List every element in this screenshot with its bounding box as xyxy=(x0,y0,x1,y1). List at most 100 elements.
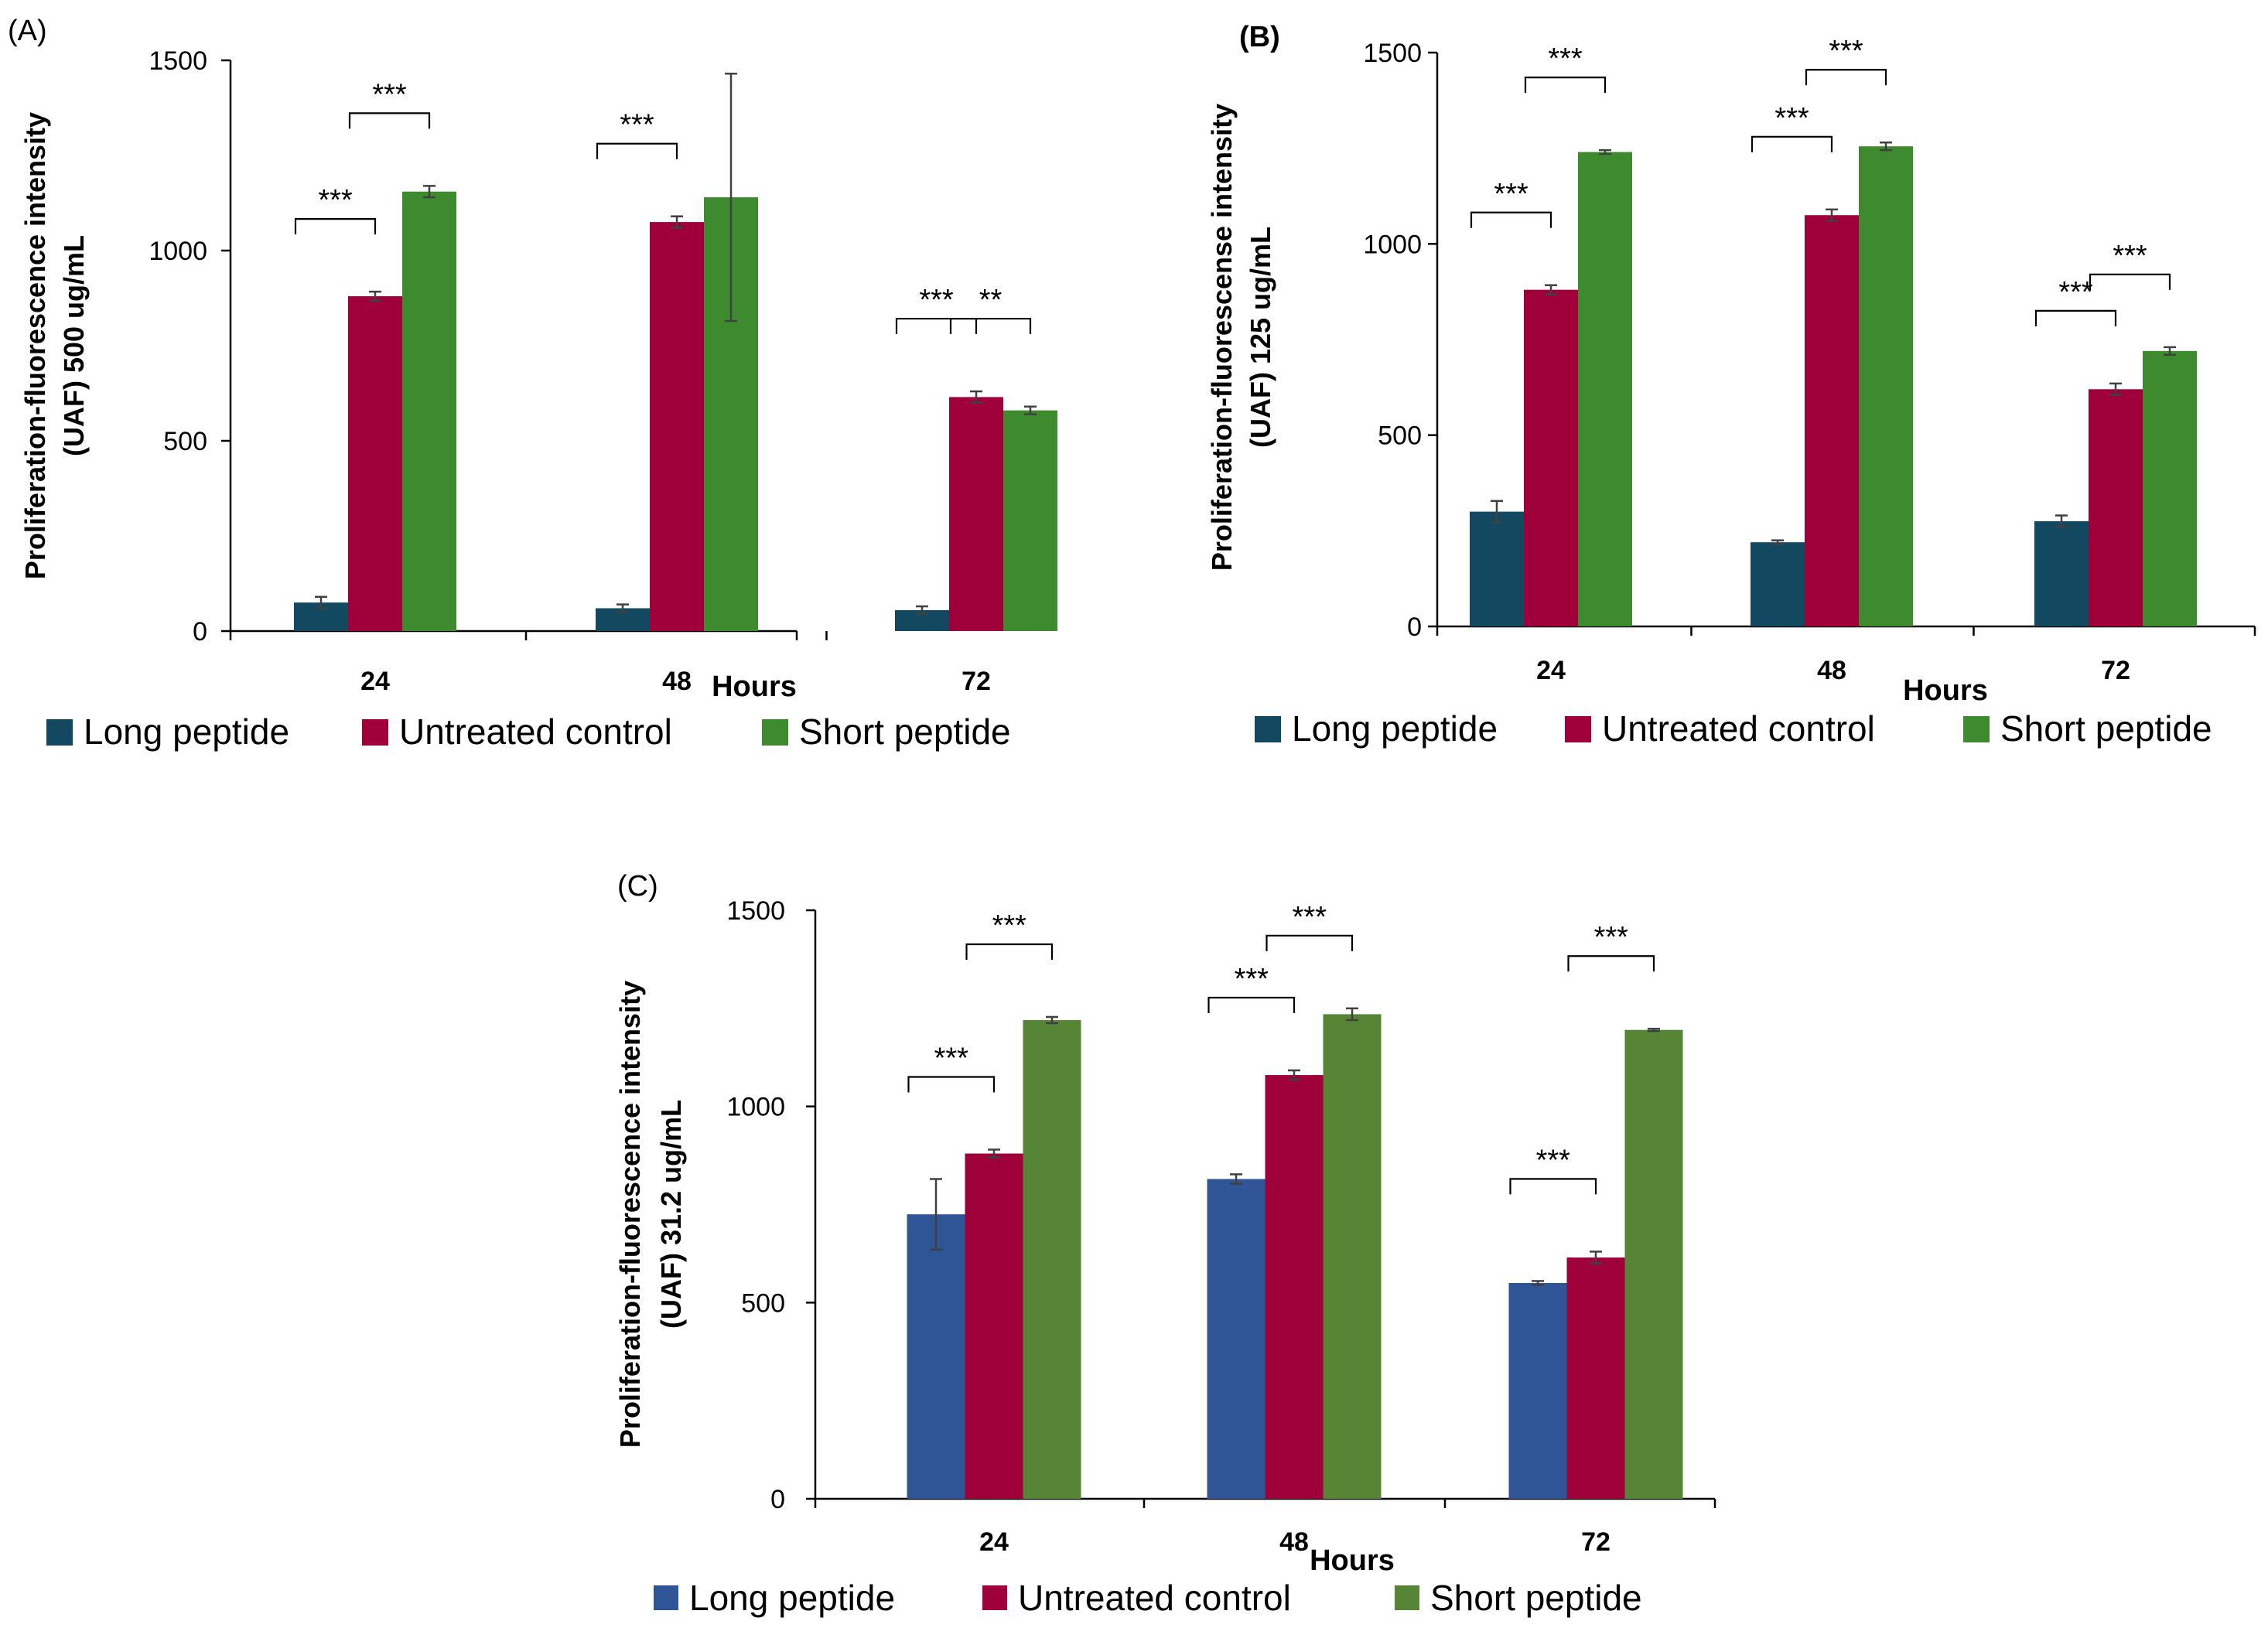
legend-swatch xyxy=(762,719,788,746)
x-tick-label: 24 xyxy=(1536,656,1566,685)
legend-label: Untreated control xyxy=(1018,1578,1291,1618)
legend-swatch xyxy=(982,1585,1007,1610)
significance-bracket xyxy=(348,112,431,129)
x-tick-label: 72 xyxy=(1581,1527,1610,1557)
x-axis-title: Hours xyxy=(1903,674,1988,707)
y-axis-title: Proliferation-fluorescense intensity xyxy=(1206,104,1238,571)
significance-bracket xyxy=(1805,69,1887,86)
panel-label: (A) xyxy=(8,15,47,47)
legend-label: Long peptide xyxy=(1292,708,1498,749)
y-tick-label: 500 xyxy=(1378,421,1422,451)
bar-long-peptide xyxy=(2034,520,2089,626)
y-tick-label: 0 xyxy=(193,617,207,647)
bar-short-peptide xyxy=(1003,410,1057,631)
significance-bracket xyxy=(1266,934,1354,951)
legend-label: Short peptide xyxy=(799,712,1011,752)
significance-label: ** xyxy=(979,284,1002,316)
bar-short-peptide xyxy=(1859,146,1913,626)
x-tick-label: 72 xyxy=(2101,656,2130,685)
y-tick-label: 0 xyxy=(770,1485,785,1514)
legend-swatch xyxy=(362,719,388,746)
legend-label: Long peptide xyxy=(689,1578,895,1618)
significance-label: *** xyxy=(1536,1144,1571,1176)
legend-swatch xyxy=(654,1585,678,1610)
bar-untreated-control xyxy=(1524,289,1578,626)
significance-bracket xyxy=(1567,955,1655,972)
bar-untreated-control xyxy=(965,1153,1023,1499)
legend-swatch xyxy=(1565,716,1591,742)
significance-label: *** xyxy=(372,78,407,111)
y-tick-label: 1500 xyxy=(726,896,785,926)
bar-untreated-control xyxy=(949,397,1003,631)
bar-short-peptide xyxy=(1578,152,1632,626)
significance-bracket xyxy=(965,943,1054,960)
bar-long-peptide xyxy=(1508,1282,1567,1499)
significance-label: *** xyxy=(1594,921,1629,954)
bar-untreated-control xyxy=(1566,1257,1625,1499)
panel-label: (C) xyxy=(617,870,658,903)
y-tick-label: 500 xyxy=(163,427,207,456)
legend-swatch xyxy=(1395,1585,1419,1610)
significance-bracket xyxy=(1524,77,1607,94)
bar-short-peptide xyxy=(1624,1029,1683,1499)
y-tick-label: 1000 xyxy=(1363,230,1422,259)
y-tick-label: 1000 xyxy=(149,237,207,266)
bar-untreated-control xyxy=(2089,389,2143,626)
chart-panel-a: (A) 0 500 1000 1500 24 48 72 Hours Proliferation-… xyxy=(8,15,1057,752)
legend-swatch xyxy=(1255,716,1281,742)
x-tick-label: 24 xyxy=(360,667,390,696)
bar-untreated-control xyxy=(650,222,704,632)
significance-bracket xyxy=(1751,135,1833,152)
bar-long-peptide xyxy=(1207,1179,1266,1499)
y-tick-label: 1500 xyxy=(149,46,207,76)
y-tick-label: 500 xyxy=(741,1288,785,1318)
significance-bracket xyxy=(596,142,678,159)
legend-label: Short peptide xyxy=(2000,708,2212,749)
y-axis-title: Proliferation-fluorescence intensity xyxy=(19,112,51,579)
significance-label: *** xyxy=(1829,35,1863,67)
significance-label: *** xyxy=(1235,963,1269,995)
x-axis-title: Hours xyxy=(1310,1544,1395,1577)
bar-long-peptide xyxy=(1751,542,1805,626)
significance-bracket xyxy=(2089,273,2171,290)
bar-short-peptide xyxy=(1323,1014,1382,1499)
x-tick-label: 72 xyxy=(962,667,991,696)
panel-label: (B) xyxy=(1239,21,1280,53)
significance-bracket xyxy=(949,317,1032,335)
bar-short-peptide xyxy=(2143,350,2197,626)
significance-label: *** xyxy=(620,109,654,142)
significance-bracket xyxy=(2034,309,2117,326)
bar-long-peptide xyxy=(907,1214,965,1499)
significance-bracket xyxy=(1207,996,1296,1013)
x-tick-label: 48 xyxy=(1817,656,1846,685)
significance-bracket xyxy=(1509,1178,1597,1195)
y-axis-title: Proliferation-fluorescence intensity xyxy=(614,981,646,1448)
bar-long-peptide xyxy=(1470,511,1524,626)
bar-untreated-control xyxy=(1265,1075,1324,1499)
significance-label: *** xyxy=(1774,102,1809,135)
bar-short-peptide xyxy=(402,191,456,632)
bar-untreated-control xyxy=(1805,215,1859,626)
significance-label: *** xyxy=(992,909,1027,942)
significance-label: *** xyxy=(1494,178,1529,210)
x-tick-label: 48 xyxy=(1279,1527,1309,1557)
significance-label: *** xyxy=(934,1042,969,1074)
legend-label: Short peptide xyxy=(1430,1578,1642,1618)
y-tick-label: 1500 xyxy=(1363,39,1422,68)
significance-bracket xyxy=(294,218,377,235)
y-axis-title: (UAF) 500 ug/mL xyxy=(58,235,90,456)
legend-label: Untreated control xyxy=(399,712,672,752)
significance-label: *** xyxy=(2058,276,2093,309)
legend-label: Long peptide xyxy=(84,712,289,752)
significance-bracket xyxy=(907,1076,996,1093)
chart-panel-c: (C) 0 500 1000 1500 24 48 72 Hours Proliferation-… xyxy=(614,870,1716,1618)
y-tick-label: 1000 xyxy=(726,1093,785,1122)
legend-label: Untreated control xyxy=(1602,708,1875,749)
x-tick-label: 24 xyxy=(979,1527,1009,1557)
legend-swatch xyxy=(46,719,73,746)
bar-untreated-control xyxy=(348,296,402,631)
significance-bracket xyxy=(1470,211,1552,228)
y-tick-label: 0 xyxy=(1407,613,1422,642)
x-tick-label: 48 xyxy=(662,667,692,696)
